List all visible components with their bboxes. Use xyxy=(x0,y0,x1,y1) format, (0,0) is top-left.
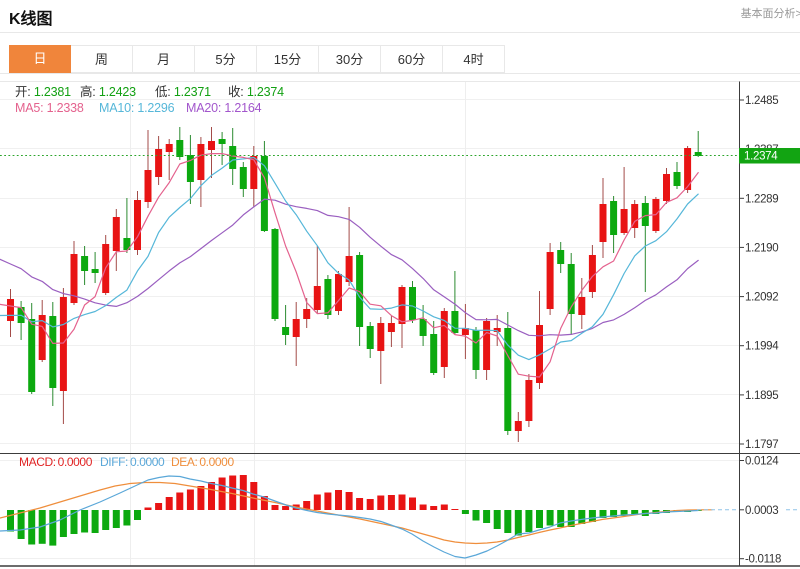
svg-text:1.1994: 1.1994 xyxy=(745,341,779,353)
svg-text:1.2485: 1.2485 xyxy=(745,95,778,107)
svg-text:1.2289: 1.2289 xyxy=(745,193,778,205)
svg-text:0.0124: 0.0124 xyxy=(745,456,779,468)
svg-text:-0.0118: -0.0118 xyxy=(745,554,781,566)
svg-text:1.2190: 1.2190 xyxy=(745,242,778,254)
svg-text:1.2092: 1.2092 xyxy=(745,292,778,304)
svg-text:0.0003: 0.0003 xyxy=(745,505,778,517)
svg-text:1.1797: 1.1797 xyxy=(745,439,778,451)
svg-text:1.1895: 1.1895 xyxy=(745,390,778,402)
svg-text:1.2374: 1.2374 xyxy=(744,151,778,163)
